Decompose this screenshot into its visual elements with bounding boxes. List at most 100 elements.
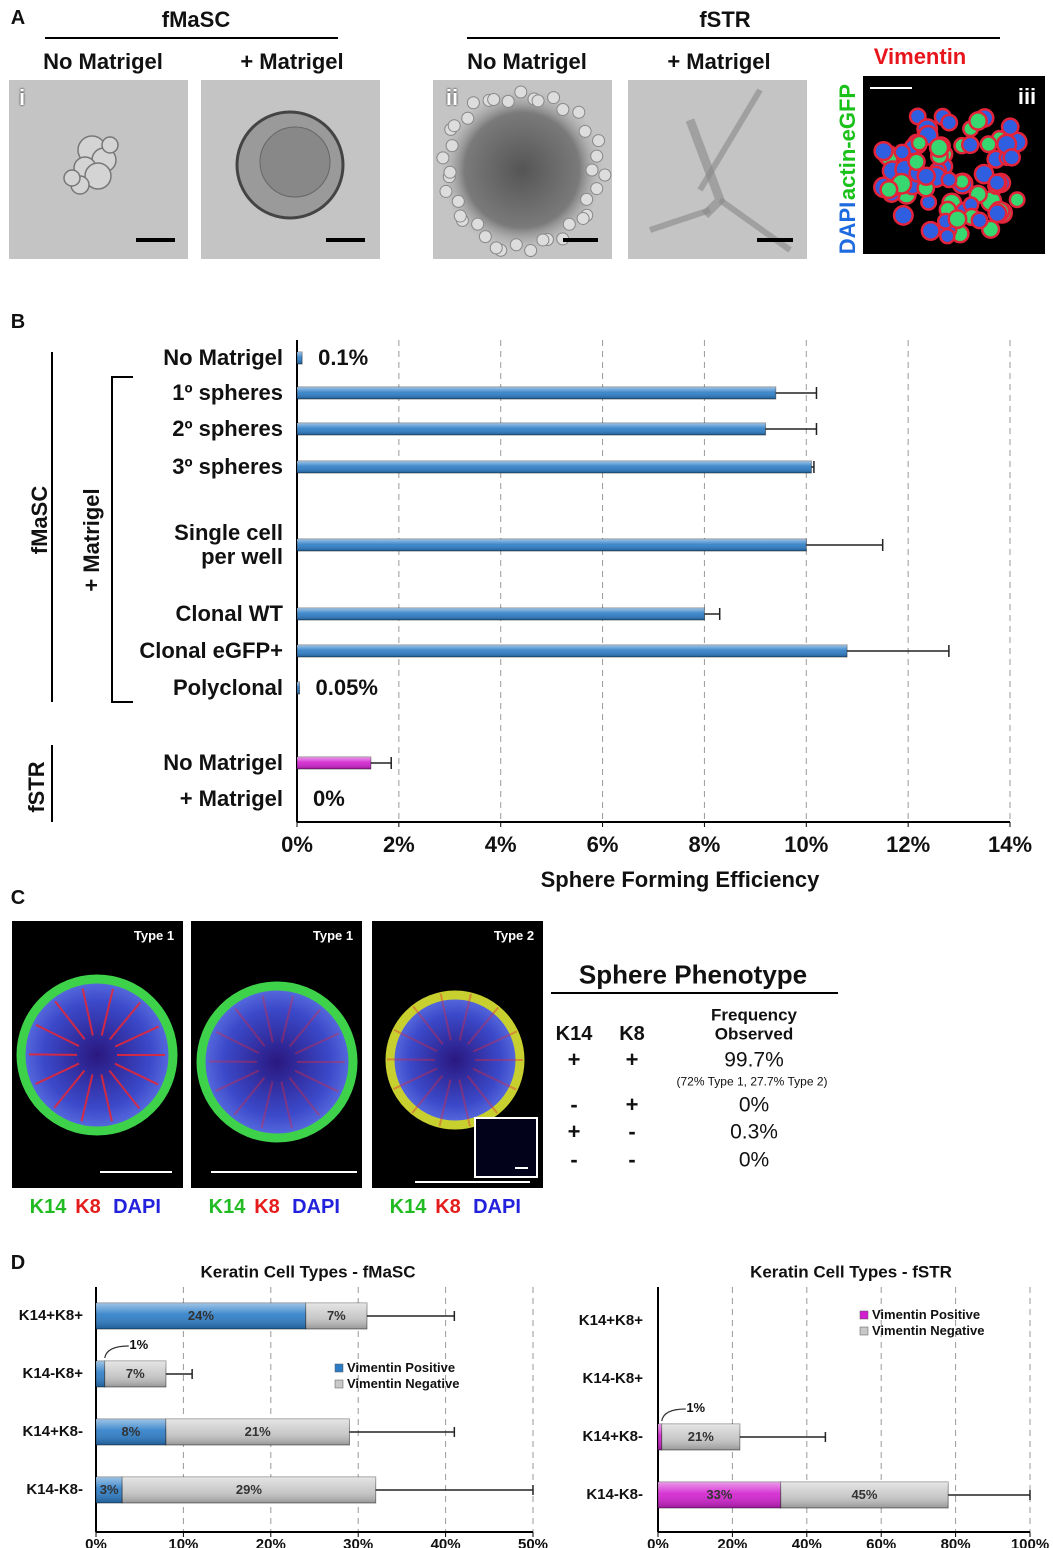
group-title: fSTR: [699, 8, 750, 32]
table-cell: +: [568, 1048, 581, 1072]
x-tick-label: 60%: [866, 1537, 896, 1548]
value-label: 7%: [327, 1309, 346, 1323]
x-tick-label: 20%: [256, 1537, 286, 1548]
image-tag: Type 2: [494, 929, 534, 943]
error-bar: [776, 387, 817, 399]
value-label: 33%: [706, 1488, 732, 1502]
error-bar: [806, 539, 882, 551]
cell: [591, 183, 603, 195]
category-label: K14-K8-: [586, 1487, 643, 1504]
bar: [297, 539, 806, 551]
panel-label: C: [11, 887, 25, 909]
table-cell: +: [568, 1120, 581, 1144]
x-tick-label: 8%: [689, 833, 721, 857]
image-label: ii: [446, 86, 458, 110]
value-label: 8%: [122, 1425, 141, 1439]
stain-label: actin-eGFP: [836, 84, 860, 200]
table-cell: +: [626, 1093, 639, 1117]
category-label: K14-K8-: [26, 1482, 83, 1499]
cell: [440, 185, 452, 197]
cell: [881, 181, 898, 198]
table-cell: +: [626, 1048, 639, 1072]
cell: [515, 86, 527, 98]
cell: [591, 150, 603, 162]
cell: [981, 136, 996, 151]
cell: [102, 137, 118, 153]
error-bar: [166, 1369, 192, 1379]
table-cell: 99.7%: [724, 1048, 784, 1071]
category-label: K14+K8+: [579, 1313, 643, 1330]
cell: [452, 195, 464, 207]
table-cell: 0%: [739, 1148, 769, 1171]
image-tag: Type 1: [134, 929, 174, 943]
category-label: 1º spheres: [172, 381, 283, 405]
column-label: No Matrigel: [43, 50, 163, 74]
value-label: 29%: [236, 1483, 262, 1497]
cell: [894, 206, 913, 225]
bar: [297, 461, 811, 473]
x-tick-label: 40%: [431, 1537, 461, 1548]
cell: [446, 140, 458, 152]
table-cell: -: [628, 1120, 635, 1144]
category-label: K14+K8+: [19, 1308, 83, 1325]
value-label: 1%: [686, 1401, 705, 1415]
stain-caption: K14: [209, 1196, 246, 1218]
table-cell: -: [628, 1148, 635, 1172]
category-label: K14+K8-: [23, 1424, 83, 1441]
cell: [895, 145, 910, 160]
x-tick-label: 2%: [383, 833, 415, 857]
cell: [989, 204, 1007, 222]
table-note: (72% Type 1, 27.7% Type 2): [677, 1075, 828, 1088]
value-label: 3%: [100, 1483, 119, 1497]
legend-label: Vimentin Positive: [347, 1361, 455, 1375]
cell: [488, 93, 500, 105]
table-cell: -: [570, 1148, 577, 1172]
cell: [949, 210, 966, 227]
panel-label: A: [11, 7, 25, 29]
value-label: 21%: [688, 1430, 714, 1444]
category-label: + Matrigel: [180, 787, 283, 811]
cell: [563, 218, 575, 230]
cell: [1010, 192, 1024, 206]
cell: [444, 166, 456, 178]
cell: [875, 142, 893, 160]
stain-caption: K8: [75, 1196, 101, 1218]
bar: [96, 1361, 105, 1387]
bar: [297, 757, 371, 769]
table-cell: 0%: [739, 1093, 769, 1116]
table-header: K8: [619, 1023, 645, 1045]
panel-label: B: [11, 311, 25, 333]
table-cell: 0.3%: [730, 1120, 778, 1143]
chart-title: Keratin Cell Types - fMaSC: [200, 1264, 415, 1283]
x-tick-label: 10%: [784, 833, 828, 857]
x-tick-label: 20%: [717, 1537, 747, 1548]
category-label: K14+K8-: [583, 1429, 643, 1446]
label-arrow: [662, 1409, 686, 1421]
cell: [972, 213, 987, 228]
stain-label: DAPI: [836, 202, 860, 255]
cell: [940, 229, 954, 243]
cell: [577, 212, 589, 224]
error-bar: [376, 1485, 533, 1495]
cell: [437, 152, 449, 164]
cell: [989, 175, 1005, 191]
cell: [64, 170, 80, 186]
x-tick-label: 12%: [886, 833, 930, 857]
category-label: No Matrigel: [163, 751, 283, 775]
cell: [962, 137, 978, 153]
cell: [579, 125, 591, 137]
cell: [909, 154, 925, 170]
cell: [969, 112, 986, 129]
legend-swatch: [860, 1311, 868, 1319]
x-tick-label: 40%: [792, 1537, 822, 1548]
x-tick-label: 14%: [988, 833, 1032, 857]
group-label: fMaSC: [28, 486, 52, 554]
bar: [297, 682, 300, 694]
stain-label: Vimentin: [874, 45, 967, 69]
stain-caption: K14: [30, 1196, 67, 1218]
column-label: + Matrigel: [240, 50, 343, 74]
table-cell: -: [570, 1093, 577, 1117]
error-bar: [766, 423, 817, 435]
cell: [532, 95, 544, 107]
micrograph: [628, 80, 807, 259]
